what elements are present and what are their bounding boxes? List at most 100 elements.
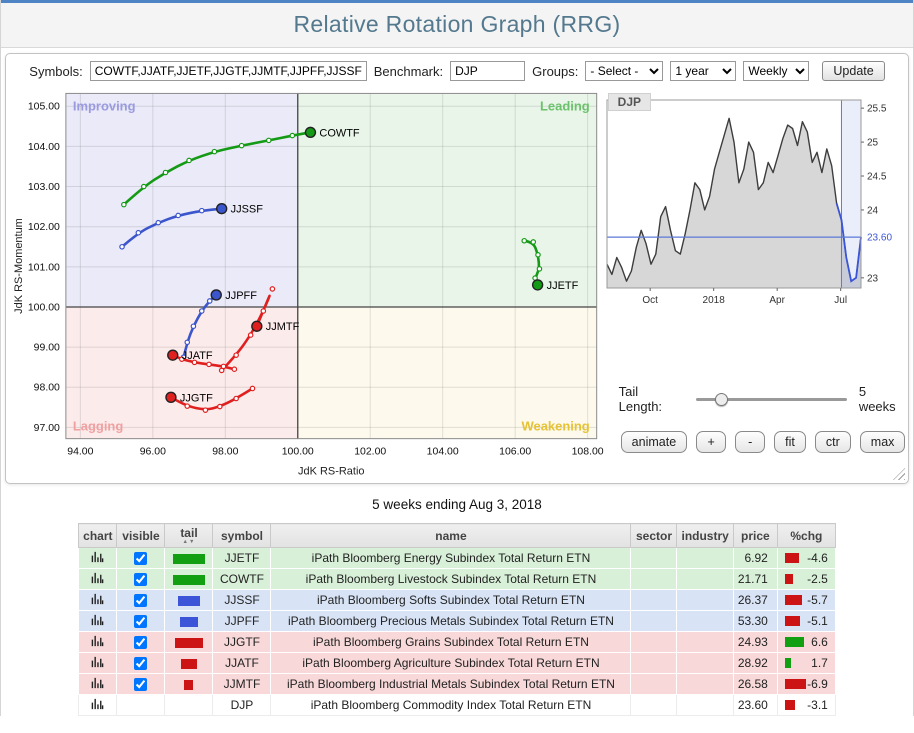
sector-cell: [630, 589, 678, 611]
column-header-tail[interactable]: tail ▲▼: [164, 523, 214, 548]
visible-checkbox-COWTF[interactable]: [134, 573, 148, 587]
quadrant-label-improving: Improving: [73, 98, 136, 113]
sector-cell: [630, 631, 678, 653]
visible-checkbox-JJMTF[interactable]: [134, 678, 148, 692]
svg-text:100.00: 100.00: [28, 302, 60, 313]
trail-JJSSF[interactable]: JJSSF: [119, 202, 264, 250]
column-header-name[interactable]: name: [270, 523, 632, 548]
svg-text:Apr: Apr: [769, 295, 785, 306]
button-max[interactable]: max: [859, 431, 906, 453]
button-fit[interactable]: fit: [774, 431, 806, 453]
pct-change-bar: [784, 595, 802, 605]
column-header-chart[interactable]: chart: [78, 523, 118, 548]
update-button[interactable]: Update: [822, 61, 885, 81]
trail-head-JJSSF[interactable]: [215, 202, 228, 215]
button-zoom-out[interactable]: -: [735, 431, 766, 453]
symbol-cell: JJMTF: [212, 673, 272, 695]
name-cell: iPath Bloomberg Grains Subindex Total Re…: [270, 631, 632, 653]
table-row-JJSSF: JJSSF iPath Bloomberg Softs Subindex Tota…: [78, 589, 836, 611]
svg-text:101.00: 101.00: [28, 262, 60, 273]
mini-chart-icon[interactable]: [91, 676, 104, 689]
table-row-COWTF: COWTF iPath Bloomberg Livestock Subindex …: [78, 568, 836, 590]
trail-JJPFF[interactable]: JJPFF: [180, 289, 257, 360]
svg-text:103.00: 103.00: [28, 182, 60, 193]
table-row-JJATF: JJATF iPath Bloomberg Agriculture Subinde…: [78, 652, 836, 674]
groups-label: Groups:: [532, 63, 579, 79]
mini-chart-icon[interactable]: [91, 550, 104, 563]
symbol-cell: JJPFF: [212, 610, 272, 632]
benchmark-label: Benchmark:: [373, 63, 444, 79]
mini-chart-icon[interactable]: [91, 592, 104, 605]
mini-chart-icon[interactable]: [91, 697, 104, 710]
tail-color-bar: [172, 553, 205, 564]
pct-change-value: -5.1: [807, 614, 828, 628]
column-header-symbol[interactable]: symbol: [212, 523, 272, 548]
column-header-sector[interactable]: sector: [630, 523, 678, 548]
visible-checkbox-JJATF[interactable]: [134, 657, 148, 671]
visible-checkbox-JJGTF[interactable]: [134, 636, 148, 650]
visible-checkbox-JJSSF[interactable]: [134, 594, 148, 608]
period-select[interactable]: 1 year: [670, 61, 737, 81]
pct-change-value: -3.1: [807, 698, 828, 712]
svg-text:97.00: 97.00: [34, 423, 60, 434]
symbol-cell: JJSSF: [212, 589, 272, 611]
symbol-label-JJSSF: JJSSF: [231, 204, 264, 216]
symbols-label: Symbols:: [29, 63, 83, 79]
table-header: chart visible tail ▲▼ symbol name sector indust…: [78, 523, 836, 548]
symbols-table: chart visible tail ▲▼ symbol name sector indust…: [78, 523, 836, 716]
trail-head-JJGTF[interactable]: [165, 391, 177, 403]
benchmark-input[interactable]: [450, 61, 526, 81]
rrg-panel: Symbols: Benchmark: Groups: - Select - 1…: [5, 53, 909, 484]
trail-head-JJETF[interactable]: [531, 279, 544, 291]
column-header-pctchg[interactable]: %chg: [776, 523, 836, 548]
chart-control-buttons: animate + - fit ctr max: [605, 431, 906, 453]
tail-length-label: Tail Length:: [618, 384, 663, 414]
pct-change-bar: [784, 574, 793, 584]
column-header-industry[interactable]: industry: [676, 523, 734, 548]
quadrant-improving: [65, 93, 298, 307]
mini-chart-icon[interactable]: [91, 634, 104, 647]
table-row-DJP: DJP iPath Bloomberg Commodity Index Total…: [78, 694, 836, 716]
table-body: JJETF iPath Bloomberg Energy Subindex Tot…: [78, 547, 836, 716]
sort-icon[interactable]: ▲▼: [182, 539, 196, 545]
svg-text:94.00: 94.00: [67, 447, 93, 458]
interval-select[interactable]: Weekly: [743, 61, 810, 81]
trail-COWTF[interactable]: COWTF: [121, 126, 360, 208]
pct-change-bar: [784, 658, 791, 668]
symbols-input[interactable]: [89, 61, 367, 81]
name-cell: iPath Bloomberg Commodity Index Total Re…: [270, 694, 632, 716]
visible-checkbox-JJPFF[interactable]: [134, 615, 148, 629]
svg-text:104.00: 104.00: [427, 447, 459, 458]
trail-head-COWTF[interactable]: [304, 126, 317, 139]
button-zoom-in[interactable]: +: [696, 431, 727, 453]
pct-change-bar: [784, 679, 806, 689]
trail-head-JJMTF[interactable]: [251, 320, 263, 332]
column-header-visible[interactable]: visible: [116, 523, 166, 548]
rrg-chart[interactable]: 94.00 96.00 98.00 100.00 102.00 104.00 106.00 1…: [8, 87, 605, 479]
column-header-price[interactable]: price: [732, 523, 778, 548]
svg-text:Jul: Jul: [834, 295, 847, 306]
benchmark-price-svg: 23 24 24.5 25 25.5 23.60 Oct 2018 Apr Jul: [606, 99, 892, 306]
name-cell: iPath Bloomberg Energy Subindex Total Re…: [270, 547, 632, 569]
toolbar: Symbols: Benchmark: Groups: - Select - 1…: [8, 59, 906, 87]
trail-JJETF[interactable]: JJETF: [521, 237, 579, 292]
svg-text:100.00: 100.00: [282, 447, 314, 458]
pct-change-bar: [784, 616, 800, 626]
tail-length-slider[interactable]: [696, 390, 847, 408]
tail-color-bar: [177, 595, 200, 606]
button-animate[interactable]: animate: [620, 431, 688, 453]
trail-head-JJATF[interactable]: [167, 349, 179, 361]
price-line: [606, 117, 862, 282]
trail-JJATF[interactable]: JJATF: [167, 349, 238, 372]
trail-JJMTF[interactable]: JJMTF: [218, 286, 300, 374]
visible-checkbox-JJETF[interactable]: [134, 552, 148, 566]
button-ctr[interactable]: ctr: [814, 431, 851, 453]
mini-chart-icon[interactable]: [91, 613, 104, 626]
groups-select[interactable]: - Select -: [585, 61, 664, 81]
trail-head-JJPFF[interactable]: [210, 289, 222, 301]
trail-JJGTF[interactable]: JJGTF: [165, 385, 256, 413]
mini-chart-icon[interactable]: [91, 655, 104, 668]
symbol-label-JJPFF: JJPFF: [225, 290, 257, 302]
mini-chart-icon[interactable]: [91, 571, 104, 584]
svg-text:99.00: 99.00: [34, 343, 60, 354]
